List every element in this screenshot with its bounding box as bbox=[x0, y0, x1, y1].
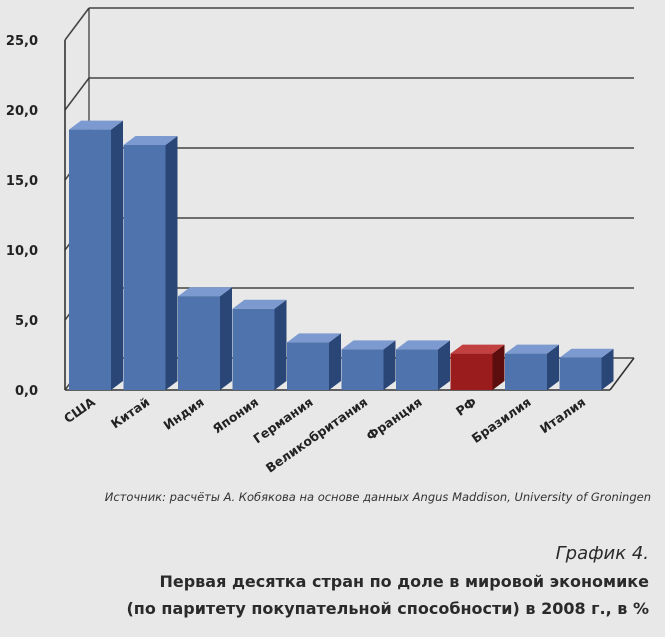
bar-side-9 bbox=[601, 348, 614, 390]
gridline-diag-4 bbox=[64, 77, 90, 111]
category-label-3: Япония bbox=[210, 394, 261, 436]
figure-label: График 4. bbox=[555, 543, 649, 564]
category-label-6: Франция bbox=[363, 394, 424, 443]
bar-3 bbox=[232, 308, 275, 390]
bar-top-2 bbox=[178, 287, 232, 297]
bar-top-8 bbox=[505, 344, 559, 354]
bar-top-7 bbox=[450, 344, 505, 354]
bar-7 bbox=[450, 353, 493, 390]
bar-side-6 bbox=[438, 340, 450, 390]
bar-top-9 bbox=[559, 348, 614, 358]
chart-title-line-1: Первая десятка стран по доле в мировой э… bbox=[159, 572, 649, 591]
bar-0 bbox=[69, 129, 111, 390]
bar-side-0 bbox=[111, 120, 123, 390]
bar-8 bbox=[505, 353, 547, 390]
ytick-label-4: 20,0 bbox=[6, 104, 38, 119]
ytick-label-2: 10,0 bbox=[6, 244, 38, 259]
bar-top-6 bbox=[396, 340, 450, 350]
bar-top-4 bbox=[287, 333, 341, 343]
category-label-1: Китай bbox=[108, 394, 152, 431]
bar-side-3 bbox=[274, 299, 287, 390]
bar-1 bbox=[123, 145, 166, 390]
bar-side-4 bbox=[329, 333, 341, 390]
bar-4 bbox=[287, 342, 329, 390]
bar-side-2 bbox=[220, 287, 232, 390]
category-label-0: США bbox=[61, 394, 98, 426]
bar-side-1 bbox=[165, 136, 178, 390]
ytick-label-1: 5,0 bbox=[15, 314, 38, 329]
ytick-label-3: 15,0 bbox=[6, 174, 38, 189]
category-label-9: Италия bbox=[537, 394, 588, 436]
floor-edge-right bbox=[609, 357, 635, 391]
ytick-label-5: 25,0 bbox=[6, 34, 38, 49]
source-note: Источник: расчёты А. Кобякова на основе … bbox=[104, 490, 651, 504]
category-label-7: РФ bbox=[453, 394, 479, 419]
bar-6 bbox=[396, 349, 438, 390]
chart-title-line-2: (по паритету покупательной способности) … bbox=[126, 599, 649, 618]
bar-5 bbox=[341, 349, 384, 390]
bar-side-8 bbox=[547, 344, 559, 390]
category-label-8: Бразилия bbox=[469, 394, 534, 446]
bar-side-5 bbox=[383, 340, 396, 390]
bar-top-1 bbox=[123, 136, 178, 145]
bar-top-0 bbox=[69, 120, 123, 130]
bar-chart: 0,0 5,0 10,0 15,0 20,0 25,0 США Китай Индия Япони… bbox=[6, 7, 635, 476]
category-label-2: Индия bbox=[160, 394, 206, 433]
bar-9 bbox=[559, 357, 602, 390]
bar-top-3 bbox=[232, 299, 287, 309]
bar-top-5 bbox=[341, 340, 396, 350]
ytick-label-0: 0,0 bbox=[15, 384, 38, 399]
bar-2 bbox=[178, 296, 220, 390]
gridline-diag-5 bbox=[64, 7, 90, 41]
bar-side-7 bbox=[492, 344, 505, 390]
category-label-5: Великобритания bbox=[263, 394, 370, 475]
